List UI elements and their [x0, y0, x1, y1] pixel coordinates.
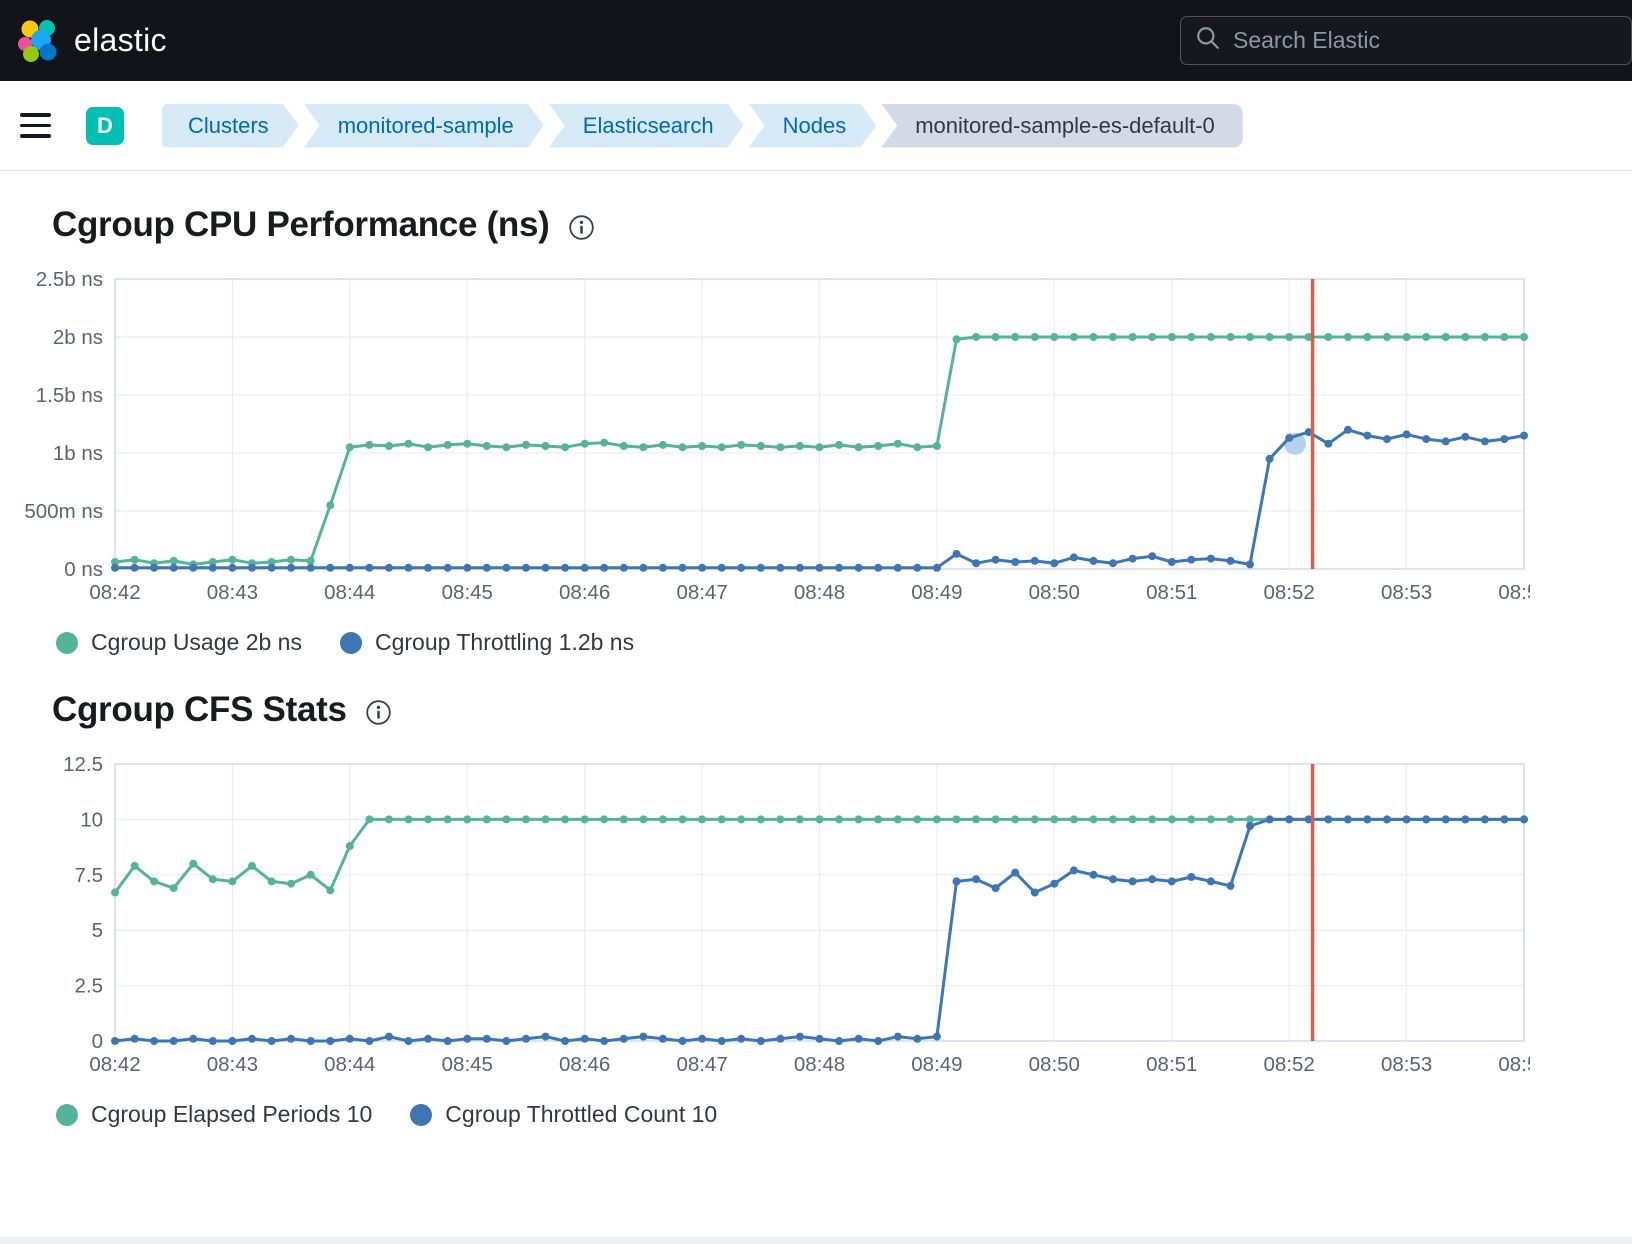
svg-text:08:43: 08:43 — [207, 581, 258, 604]
svg-text:08:48: 08:48 — [794, 1053, 845, 1076]
hamburger-icon — [20, 113, 51, 117]
svg-text:1b ns: 1b ns — [53, 442, 103, 465]
svg-text:08:51: 08:51 — [1146, 1053, 1197, 1076]
cgroup-cpu-chart-title: Cgroup CPU Performance (ns) — [52, 205, 550, 244]
svg-text:08:44: 08:44 — [324, 1053, 375, 1076]
legend-item-cgroup-throttling[interactable]: Cgroup Throttling 1.2b ns — [339, 629, 635, 656]
bottom-divider — [0, 1237, 1632, 1244]
legend-dot-blue — [410, 1103, 433, 1126]
cgroup-cfs-stats-chart[interactable]: 0 2.5 5 7.5 10 12.5 08:42 08:43 08:44 08:45 08:46 0… — [20, 756, 1530, 1079]
svg-text:08:42: 08:42 — [89, 1053, 140, 1076]
svg-text:08:52: 08:52 — [1264, 581, 1315, 604]
svg-text:08:43: 08:43 — [207, 1053, 258, 1076]
breadcrumb-clusters[interactable]: Clusters — [162, 104, 299, 148]
svg-text:08:51: 08:51 — [1146, 581, 1197, 604]
breadcrumb-nodes[interactable]: Nodes — [749, 104, 877, 148]
legend-item-elapsed-periods[interactable]: Cgroup Elapsed Periods 10 — [56, 1101, 372, 1128]
svg-text:08:46: 08:46 — [559, 1053, 610, 1076]
svg-text:0 ns: 0 ns — [64, 558, 103, 581]
legend-dot-teal — [56, 1103, 78, 1126]
svg-text:5: 5 — [92, 919, 103, 942]
breadcrumb-monitored-sample[interactable]: monitored-sample — [304, 104, 544, 148]
svg-text:500m ns: 500m ns — [24, 500, 103, 523]
search-input[interactable] — [1233, 27, 1617, 54]
svg-text:12.5: 12.5 — [63, 756, 103, 776]
cgroup-cfs-legend: Cgroup Elapsed Periods 10 Cgroup Throttl… — [0, 1101, 1632, 1128]
hamburger-icon — [20, 134, 51, 138]
breadcrumb-elasticsearch[interactable]: Elasticsearch — [549, 104, 744, 148]
breadcrumb-bar: D Clusters monitored-sample Elasticsearc… — [0, 81, 1632, 171]
legend-dot-blue — [339, 631, 362, 654]
svg-text:2b ns: 2b ns — [53, 326, 103, 349]
legend-label: Cgroup Throttling 1.2b ns — [374, 629, 635, 655]
svg-text:08:47: 08:47 — [676, 581, 727, 604]
svg-text:2.5b ns: 2.5b ns — [36, 271, 103, 291]
svg-text:08:52: 08:52 — [1264, 1053, 1315, 1076]
menu-button[interactable] — [12, 102, 60, 150]
legend-dot-teal — [56, 631, 78, 654]
search-icon — [1195, 25, 1221, 56]
legend-label: Cgroup Throttled Count 10 — [445, 1101, 718, 1127]
svg-text:1.5b ns: 1.5b ns — [36, 384, 103, 407]
info-icon[interactable] — [365, 699, 392, 726]
cgroup-cpu-performance-chart[interactable]: 0 ns 500m ns 1b ns 1.5b ns 2b ns 2.5b ns 08:42… — [20, 271, 1530, 607]
svg-text:08:44: 08:44 — [324, 581, 375, 604]
hamburger-icon — [20, 123, 51, 128]
space-badge[interactable]: D — [86, 106, 124, 145]
brand: elastic — [16, 19, 167, 63]
svg-text:08:48: 08:48 — [794, 581, 845, 604]
svg-text:08:50: 08:50 — [1029, 581, 1080, 604]
breadcrumb-current-node: monitored-sample-es-default-0 — [881, 103, 1243, 148]
svg-text:08:54: 08:54 — [1498, 581, 1530, 604]
legend-label: Cgroup Usage 2b ns — [91, 629, 302, 655]
cgroup-cfs-section: Cgroup CFS Stats 0 2.5 5 7.5 10 12.5 08:42 08:4… — [0, 690, 1632, 1128]
info-icon[interactable] — [568, 214, 595, 241]
main-content: Cgroup CPU Performance (ns) 0 ns 500m ns 1… — [0, 171, 1632, 1128]
svg-text:08:45: 08:45 — [442, 581, 493, 604]
legend-label: Cgroup Elapsed Periods 10 — [91, 1101, 373, 1127]
cgroup-cpu-section: Cgroup CPU Performance (ns) 0 ns 500m ns 1… — [0, 205, 1632, 656]
search-box[interactable] — [1180, 16, 1632, 65]
svg-text:08:47: 08:47 — [676, 1053, 727, 1076]
svg-text:7.5: 7.5 — [75, 864, 104, 887]
svg-text:10: 10 — [80, 808, 103, 831]
top-header: elastic — [0, 0, 1632, 81]
legend-item-cgroup-usage[interactable]: Cgroup Usage 2b ns — [56, 629, 302, 656]
svg-text:08:45: 08:45 — [442, 1053, 493, 1076]
breadcrumb: Clusters monitored-sample Elasticsearch … — [162, 103, 1243, 148]
svg-text:08:49: 08:49 — [911, 581, 962, 604]
svg-text:2.5: 2.5 — [75, 975, 104, 998]
brand-name: elastic — [74, 22, 167, 58]
svg-text:08:50: 08:50 — [1029, 1053, 1080, 1076]
svg-text:08:42: 08:42 — [89, 581, 140, 604]
svg-text:08:49: 08:49 — [911, 1053, 962, 1076]
svg-text:08:53: 08:53 — [1381, 1053, 1432, 1076]
elastic-logo-icon — [16, 19, 60, 63]
svg-text:0: 0 — [92, 1030, 103, 1053]
cgroup-cfs-chart-title: Cgroup CFS Stats — [52, 690, 347, 729]
svg-text:08:54: 08:54 — [1498, 1053, 1530, 1076]
cgroup-cpu-legend: Cgroup Usage 2b ns Cgroup Throttling 1.2… — [0, 629, 1632, 656]
legend-item-throttled-count[interactable]: Cgroup Throttled Count 10 — [410, 1101, 717, 1128]
svg-text:08:46: 08:46 — [559, 581, 610, 604]
svg-text:08:53: 08:53 — [1381, 581, 1432, 604]
